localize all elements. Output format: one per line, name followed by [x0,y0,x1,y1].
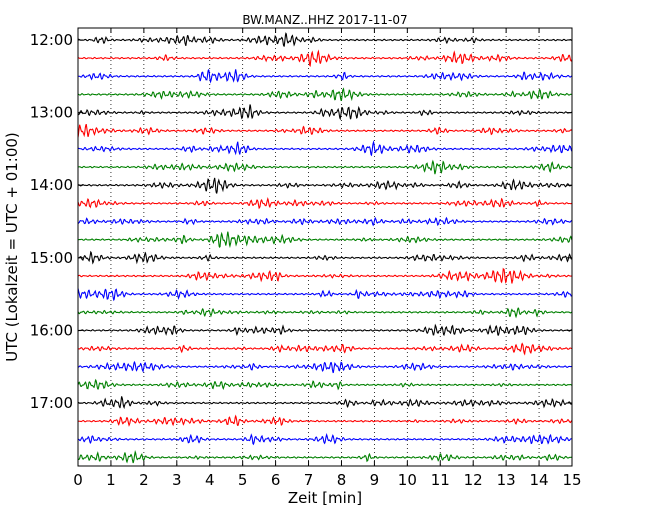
trace-line [77,342,573,356]
x-tick-label: 15 [562,471,581,489]
trace-group [77,32,573,464]
trace-line [77,414,573,427]
x-tick-label: 12 [464,471,483,489]
trace-line [77,196,573,210]
trace-line [77,449,573,464]
trace-line [77,323,573,337]
x-tick-label: 3 [172,471,182,489]
x-tick-label: 14 [530,471,549,489]
x-tick-label: 7 [304,471,314,489]
chart-title: BW.MANZ..HHZ 2017-11-07 [242,13,407,27]
x-tick-label: 8 [337,471,347,489]
y-tick-label: 14:00 [30,176,73,194]
x-tick-label: 1 [106,471,116,489]
y-tick-label: 12:00 [30,31,73,49]
trace-line [77,250,573,265]
trace-line [77,360,573,374]
trace-line [77,231,573,249]
trace-line [77,123,573,138]
trace-line [77,307,573,319]
y-tick-label: 13:00 [30,104,73,122]
y-axis: 12:00 13:00 14:00 15:00 16:00 17:00 [30,31,572,412]
trace-line [77,68,573,84]
y-tick-label: 15:00 [30,249,73,267]
trace-line [77,216,573,227]
x-tick-label: 4 [205,471,215,489]
x-tick-label: 13 [497,471,516,489]
trace-line [77,159,573,175]
x-axis: 0 1 2 3 4 5 6 7 8 9 10 11 12 13 14 15 [73,28,582,489]
y-axis-label: UTC (Lokalzeit = UTC + 01:00) [3,132,21,362]
x-tick-label: 2 [139,471,149,489]
x-tick-label: 11 [431,471,450,489]
trace-line [77,433,573,446]
trace-line [78,396,573,410]
trace-line [77,104,573,121]
trace-line [77,87,573,102]
y-tick-label: 17:00 [30,394,73,412]
x-tick-label: 5 [238,471,248,489]
trace-line [77,288,573,302]
trace-line [77,177,573,195]
y-tick-label: 16:00 [30,321,73,339]
trace-line [77,32,573,47]
x-axis-label: Zeit [min] [288,489,362,507]
trace-line [77,49,573,68]
x-tick-label: 6 [271,471,281,489]
trace-line [77,267,573,284]
trace-line [77,378,573,391]
x-tick-label: 9 [370,471,380,489]
plot-frame [77,27,573,467]
x-tick-label: 0 [73,471,83,489]
x-tick-label: 10 [398,471,417,489]
trace-line [77,140,573,157]
